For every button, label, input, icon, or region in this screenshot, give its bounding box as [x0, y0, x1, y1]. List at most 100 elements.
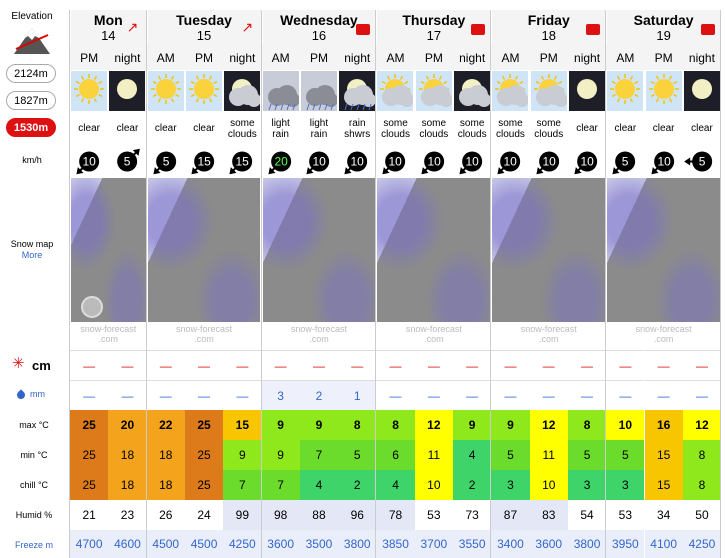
wind-speed: 10	[657, 155, 671, 169]
period: night	[567, 45, 607, 70]
watermark: snow-forecast	[520, 324, 577, 334]
min-temp: 15	[644, 440, 683, 470]
day-date: 14	[101, 28, 116, 43]
freeze-level: 3800	[338, 530, 377, 558]
freeze-level: 3950	[606, 530, 645, 558]
summary: some clouds	[381, 117, 410, 140]
snow-amount: —	[223, 350, 262, 380]
weather-icon	[71, 71, 107, 111]
watermark: snow-forecast	[635, 324, 692, 334]
max-temp: 15	[223, 410, 262, 440]
summary: clear	[116, 123, 139, 134]
summary: clear	[576, 123, 598, 134]
wind-speed: 10	[542, 155, 556, 169]
elevation-button[interactable]: 1530m	[6, 118, 56, 137]
min-temp: 5	[567, 440, 607, 470]
day-divider	[145, 10, 147, 558]
wind-speed: 5	[622, 155, 629, 169]
rain-amount: —	[453, 380, 492, 410]
period: night	[108, 45, 147, 70]
lock-icon	[701, 24, 716, 35]
wind-symbol: 5	[117, 148, 141, 172]
snowflake-icon: ✳	[12, 355, 25, 372]
expand-icon: ↗	[126, 19, 139, 35]
watermark: .com	[309, 334, 329, 344]
period: night	[453, 45, 492, 70]
rain-amount: —	[491, 380, 530, 410]
lock-icon	[586, 24, 601, 35]
min-temp: 25	[184, 440, 224, 470]
snow-map-label: Snow map	[10, 239, 54, 249]
min-temp: 11	[414, 440, 453, 470]
elevation-button[interactable]: 1827m	[6, 91, 56, 110]
summary: clear	[691, 123, 713, 134]
chill-temp: 18	[146, 470, 185, 500]
period: PM	[414, 45, 453, 70]
period: PM	[644, 45, 683, 70]
rain-amount: —	[146, 380, 185, 410]
chill-temp: 10	[414, 470, 453, 500]
summary: light rain	[271, 117, 290, 140]
weather-icon	[339, 71, 376, 111]
freeze-level: 3550	[453, 530, 492, 558]
freeze-level: 4500	[184, 530, 224, 558]
period: night	[682, 45, 722, 70]
period: AM	[261, 45, 300, 70]
day-date: 19	[656, 28, 671, 43]
humidity: 99	[223, 500, 262, 530]
period: night	[223, 45, 262, 70]
summary: some clouds	[534, 117, 564, 140]
rain-amount: —	[644, 380, 683, 410]
wind-speed: 20	[274, 155, 288, 169]
wind-speed: 10	[312, 155, 326, 169]
day-date: 16	[311, 28, 327, 43]
rain-unit: mm	[30, 389, 45, 399]
freeze-level: 3600	[261, 530, 300, 558]
elevation-button[interactable]: 2124m	[6, 64, 56, 83]
freeze-level: 3400	[491, 530, 530, 558]
wind-symbol: 15	[229, 151, 253, 175]
humidity: 53	[606, 500, 645, 530]
snow-map	[146, 178, 261, 322]
chill-temp: 8	[682, 470, 722, 500]
humidity: 21	[70, 500, 109, 530]
wind-symbol: 10	[650, 151, 674, 175]
wind-symbol: 10	[344, 151, 368, 175]
day-name: Friday	[527, 12, 570, 28]
period: PM	[529, 45, 568, 70]
chill-temp: 7	[223, 470, 262, 500]
lock-icon	[471, 24, 486, 35]
snow-amount: —	[108, 350, 147, 380]
weather-icon	[147, 71, 184, 111]
more-link[interactable]: More	[21, 250, 43, 260]
rain-amount: —	[184, 380, 224, 410]
expand-icon: ↗	[241, 19, 254, 35]
rain-amount: 2	[299, 380, 339, 410]
wind-speed: 10	[427, 155, 441, 169]
max-temp: 12	[414, 410, 453, 440]
humidity: 23	[108, 500, 147, 530]
humidity: 83	[529, 500, 568, 530]
snow-map	[491, 178, 606, 322]
summary: rain shwrs	[344, 117, 371, 140]
wind-symbol: 20	[267, 151, 291, 175]
snow-amount: —	[338, 350, 377, 380]
day-divider	[260, 10, 262, 558]
min-temp: 18	[108, 440, 147, 470]
day-name: Tuesday	[176, 12, 232, 28]
summary: light rain	[309, 117, 329, 140]
freeze-level: 4100	[644, 530, 683, 558]
watermark: snow-forecast	[80, 324, 137, 334]
weather-icon	[300, 71, 337, 111]
humidity: 98	[261, 500, 300, 530]
wind-speed: 10	[389, 155, 403, 169]
chill-temp: 18	[108, 470, 147, 500]
humidity: 96	[338, 500, 377, 530]
chill-temp: 25	[70, 470, 109, 500]
snow-amount: —	[70, 350, 109, 380]
chill-temp: 3	[567, 470, 607, 500]
humidity: 87	[491, 500, 530, 530]
chill-temp: 4	[299, 470, 339, 500]
